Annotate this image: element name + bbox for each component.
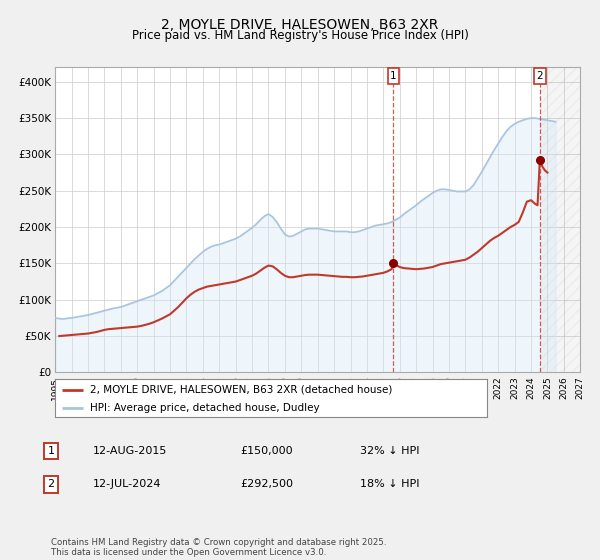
Text: HPI: Average price, detached house, Dudley: HPI: Average price, detached house, Dudl… [90,403,319,413]
Text: 12-AUG-2015: 12-AUG-2015 [93,446,167,456]
Text: 2, MOYLE DRIVE, HALESOWEN, B63 2XR: 2, MOYLE DRIVE, HALESOWEN, B63 2XR [161,18,439,32]
Text: 12-JUL-2024: 12-JUL-2024 [93,479,161,489]
Text: 1: 1 [390,71,397,81]
Text: 2: 2 [47,479,55,489]
Text: £292,500: £292,500 [240,479,293,489]
Text: 18% ↓ HPI: 18% ↓ HPI [360,479,419,489]
Text: Price paid vs. HM Land Registry's House Price Index (HPI): Price paid vs. HM Land Registry's House … [131,29,469,42]
Text: 2, MOYLE DRIVE, HALESOWEN, B63 2XR (detached house): 2, MOYLE DRIVE, HALESOWEN, B63 2XR (deta… [90,385,392,395]
Text: 2: 2 [536,71,543,81]
Text: £150,000: £150,000 [240,446,293,456]
Text: 32% ↓ HPI: 32% ↓ HPI [360,446,419,456]
Text: 1: 1 [47,446,55,456]
Text: Contains HM Land Registry data © Crown copyright and database right 2025.
This d: Contains HM Land Registry data © Crown c… [51,538,386,557]
